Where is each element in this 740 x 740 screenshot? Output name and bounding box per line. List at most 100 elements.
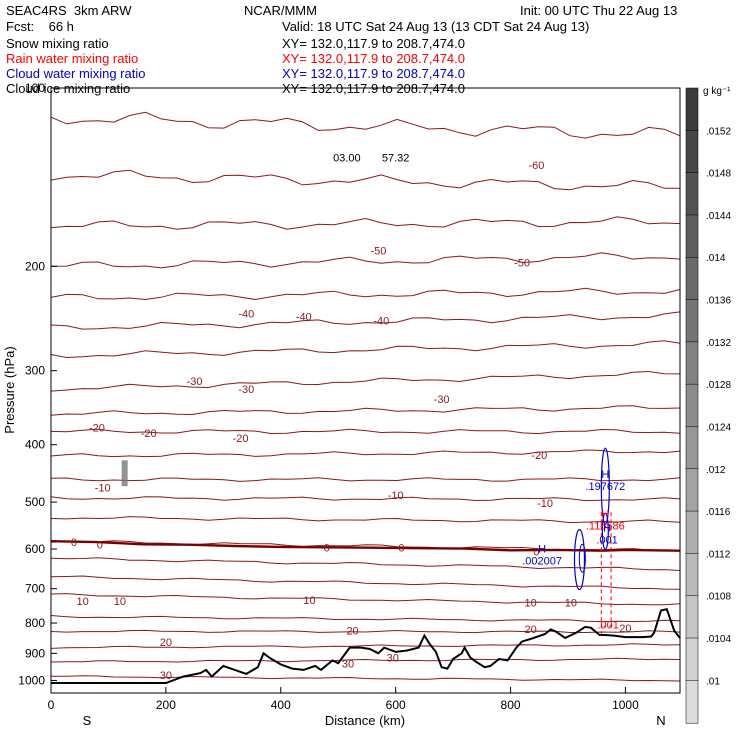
isotherm-line (50, 311, 681, 330)
isotherm-line (50, 516, 681, 524)
colorbar-label: .0152 (706, 126, 731, 137)
cloud-water-contour (578, 543, 586, 573)
colorbar-swatch (685, 595, 699, 639)
isotherm-label: -40 (238, 308, 254, 320)
colorbar-label: .0148 (706, 169, 731, 180)
isotherm-line (50, 428, 681, 435)
colorbar-swatch (685, 130, 699, 174)
isotherm-line (50, 370, 681, 392)
isotherm-label: -40 (373, 316, 389, 328)
forecast-hour: Fcst: 66 h (6, 19, 74, 34)
colorbar-swatch (685, 256, 699, 301)
colorbar-swatch (685, 680, 699, 724)
isotherm-label: -20 (89, 422, 105, 434)
x-tick-label: 1000 (612, 698, 639, 712)
colorbar-label: .0112 (706, 549, 731, 560)
isotherm-label: 20 (346, 626, 358, 638)
y-tick-label: 200 (25, 259, 45, 273)
colorbar-swatch (685, 87, 699, 132)
isotherm-label: 20 (525, 624, 537, 636)
legend-rain-xy: XY= 132.0,117.9 to 208.7,474.0 (282, 51, 465, 66)
isotherm-line (50, 593, 681, 606)
isotherm-label: -10 (388, 490, 404, 502)
cloud-features (121, 447, 612, 635)
isotherm-label: 0 (533, 547, 539, 559)
isotherm-line (50, 111, 681, 139)
isotherm-label: -50 (370, 245, 386, 257)
plot-frame (50, 87, 681, 694)
isotherm-label: -30 (434, 394, 450, 406)
y-tick-label: 500 (25, 495, 45, 509)
colorbar-label: .012 (706, 465, 726, 476)
colorbar-swatch (685, 383, 699, 428)
isotherm-label: -20 (531, 450, 547, 462)
x-tick-label: 200 (156, 698, 176, 712)
colorbar-swatch (685, 468, 699, 512)
x-tick-label: 600 (386, 698, 406, 712)
max-marker: H (601, 469, 609, 481)
max-marker: H (538, 544, 546, 556)
isotherm-label: -10 (537, 498, 553, 510)
colorbar-swatch (685, 341, 699, 386)
legend-rain-name: Rain water mixing ratio (6, 51, 139, 66)
legend-cloudwater-name: Cloud water mixing ratio (6, 66, 146, 81)
y-tick-label: 1000 (18, 673, 45, 687)
valid-time: Valid: 18 UTC Sat 24 Aug 13 (13 CDT Sat … (282, 19, 590, 34)
isotherm-label: 30 (160, 670, 172, 682)
max-value-label: .115586 (586, 521, 625, 533)
colorbar-label: .0104 (706, 634, 731, 645)
isotherm-line (50, 449, 681, 458)
isotherm-line (50, 340, 681, 359)
isotherm-label: 20 (160, 637, 172, 649)
x-axis-label: Distance (km) (325, 713, 405, 728)
isotherm-label: 10 (76, 596, 88, 608)
colorbar-swatch (685, 299, 699, 343)
max-marker: H (603, 522, 611, 534)
max-value-label: .001 (596, 534, 617, 546)
cloud-water-contour (573, 528, 586, 591)
max-value-label: .002007 (522, 556, 562, 568)
isotherm-line (50, 169, 681, 191)
isotherm-contours (50, 111, 681, 682)
isotherm-label: -20 (233, 433, 249, 445)
isotherm-line (50, 287, 681, 301)
y-tick-label: 700 (25, 582, 45, 596)
isotherm-line (50, 657, 681, 663)
isotherm-label: 30 (342, 658, 354, 670)
isotherm-line (50, 252, 681, 269)
isotherm-line (50, 477, 681, 482)
isotherm-zero (50, 540, 681, 552)
legend-snow-name: Snow mixing ratio (6, 36, 109, 51)
colorbar-label: .0144 (706, 211, 731, 222)
legend-cloudwater-xy: XY= 132.0,117.9 to 208.7,474.0 (282, 66, 465, 81)
isotherm-label: 0 (398, 543, 404, 555)
max-value-label: 03.00 (333, 152, 361, 164)
isotherm-label: -30 (238, 384, 254, 396)
isotherm-line (50, 615, 681, 623)
x-tick-label: 400 (271, 698, 291, 712)
y-tick-label: 100 (25, 81, 45, 95)
isotherm-label: -20 (141, 428, 157, 440)
isotherm-line (50, 405, 681, 416)
init-time: Init: 00 UTC Thu 22 Aug 13 (520, 3, 678, 18)
y-tick-label: 600 (25, 542, 45, 556)
terrain-surface (51, 608, 681, 684)
isotherm-label: -10 (95, 482, 111, 494)
colorbar-unit: g kg⁻¹ (703, 86, 731, 97)
colorbar-label: .0136 (706, 296, 731, 307)
colorbar-swatch (685, 637, 699, 682)
isotherm-line (50, 629, 681, 634)
isotherm-label: 30 (387, 652, 399, 664)
isotherm-label: -50 (514, 257, 530, 269)
colorbar-label: .0116 (706, 507, 731, 518)
x-tick-label: 0 (48, 698, 55, 712)
isotherm-line (50, 643, 681, 649)
colorbar-swatch (685, 172, 699, 216)
model-label: SEAC4RS 3km ARW (6, 3, 132, 18)
colorbar-label: .014 (706, 253, 726, 264)
isotherm-label: -30 (187, 376, 203, 388)
legend-snow-xy: XY= 132.0,117.9 to 208.7,474.0 (282, 36, 465, 51)
